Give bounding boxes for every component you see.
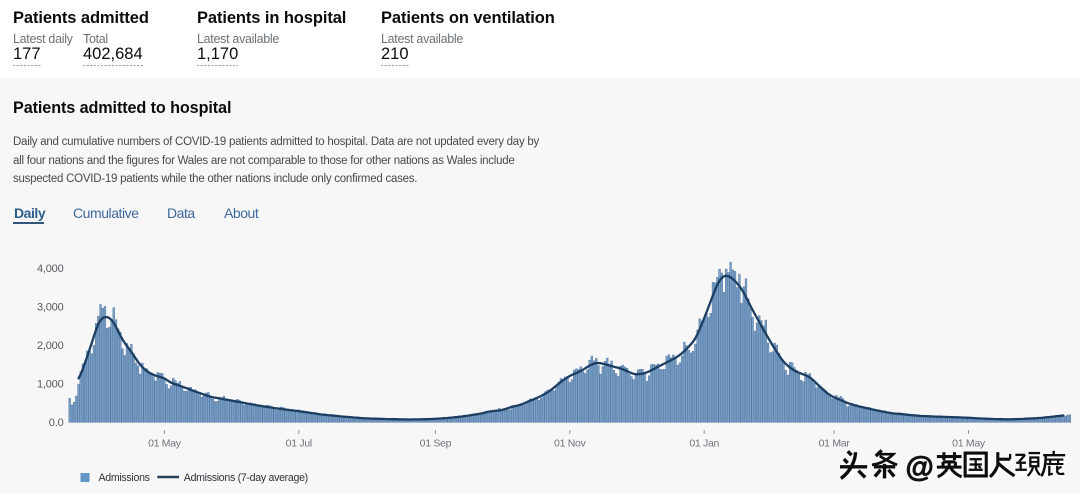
svg-text:01 Mar: 01 Mar [819, 438, 851, 450]
svg-text:4,000: 4,000 [37, 263, 64, 275]
svg-text:@: @ [908, 454, 936, 486]
svg-text:01 Sep: 01 Sep [420, 438, 452, 450]
svg-text:1,000: 1,000 [37, 379, 64, 391]
svg-text:01 May: 01 May [148, 438, 182, 450]
svg-text:@: @ [906, 452, 934, 484]
svg-text:01 Jul: 01 Jul [286, 438, 312, 450]
svg-text:Admissions: Admissions [99, 472, 150, 484]
svg-text:01 Nov: 01 Nov [554, 438, 587, 450]
svg-text:01 Jan: 01 Jan [689, 438, 719, 450]
svg-text:2,000: 2,000 [37, 340, 64, 352]
svg-text:0.0: 0.0 [49, 417, 64, 429]
svg-text:Admissions (7-day average): Admissions (7-day average) [184, 472, 308, 484]
svg-text:01 May: 01 May [952, 438, 986, 450]
svg-text:3,000: 3,000 [37, 302, 64, 314]
